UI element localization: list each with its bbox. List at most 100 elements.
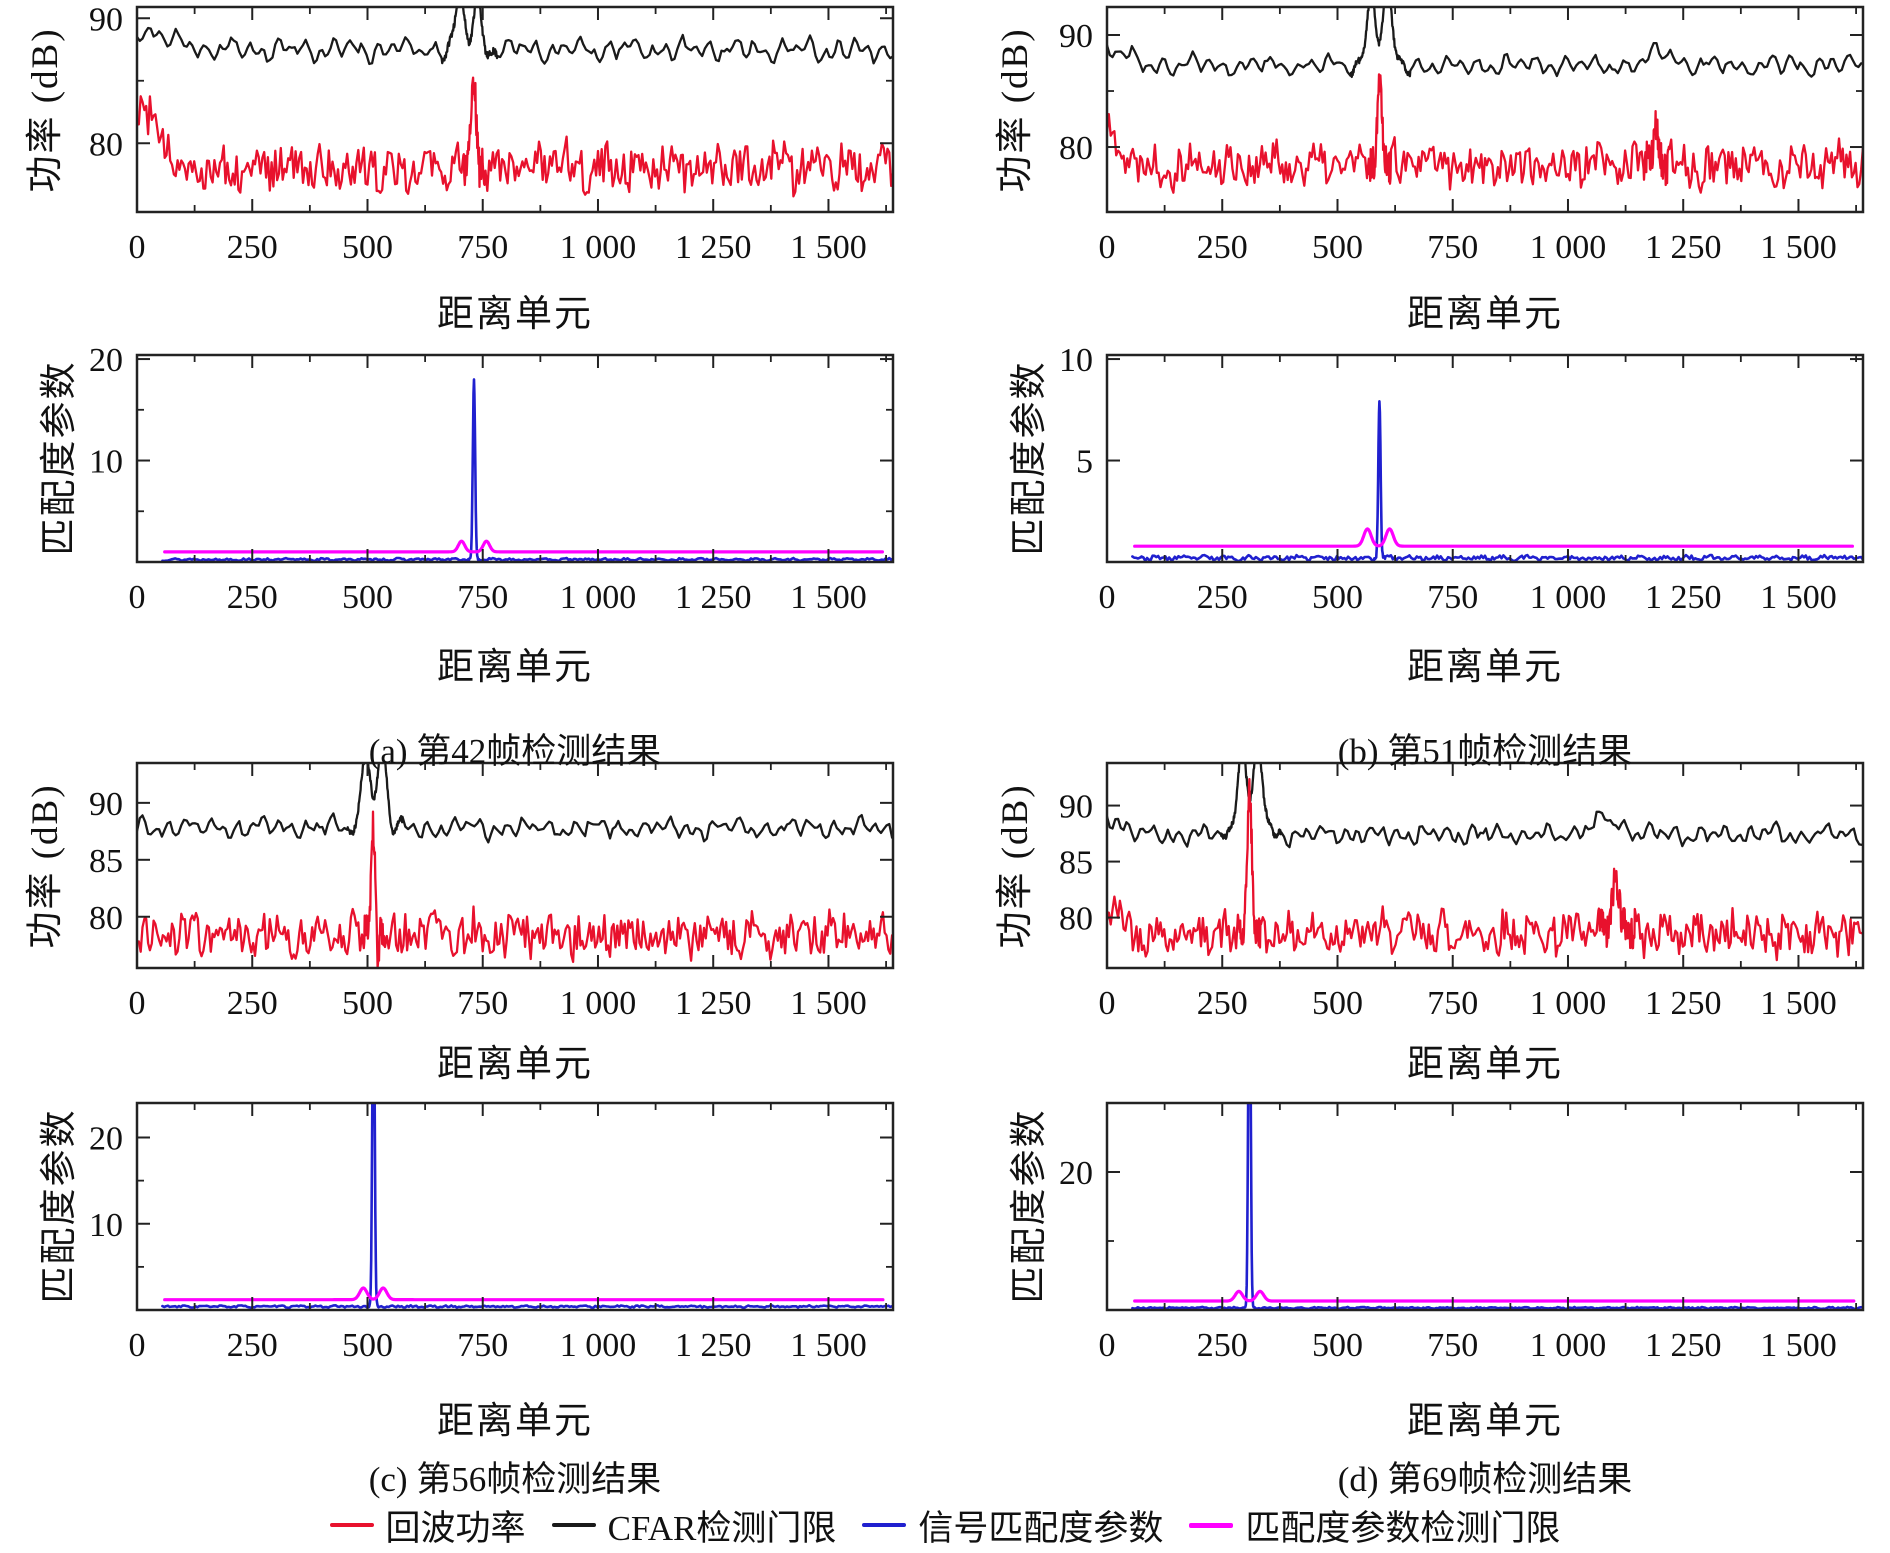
- svg-text:1 500: 1 500: [790, 229, 867, 266]
- svg-text:90: 90: [1059, 18, 1093, 55]
- svg-text:10: 10: [1059, 343, 1093, 379]
- panel-a-match-chart: 0 250 500 750 1 000 1 250 1 500 10 20: [0, 342, 905, 622]
- y-axis-label: 匹配度参数: [1009, 360, 1050, 556]
- svg-text:750: 750: [1427, 579, 1478, 616]
- cfar-threshold-line-swatch: [551, 1523, 596, 1527]
- svg-text:0: 0: [1099, 1327, 1116, 1364]
- svg-text:0: 0: [1099, 985, 1116, 1022]
- panel-d-match-chart: 0 250 500 750 1 000 1 250 1 500 20: [970, 1091, 1875, 1370]
- svg-text:1 000: 1 000: [560, 1327, 637, 1364]
- svg-text:1 000: 1 000: [560, 579, 637, 616]
- svg-text:1 000: 1 000: [560, 985, 637, 1022]
- svg-text:1 250: 1 250: [1645, 579, 1722, 616]
- x-axis-label: 距离单元: [437, 294, 593, 335]
- panel-a-power-chart: 0 250 500 750 1 000 1 250 1 500 80 90: [0, 0, 905, 272]
- svg-text:1 500: 1 500: [1760, 579, 1837, 616]
- svg-text:20: 20: [89, 1121, 123, 1158]
- x-axis-label: 距离单元: [1407, 1401, 1563, 1442]
- panel-c-power-chart: 0 250 500 750 1 000 1 250 1 500 80 85 90: [0, 751, 905, 1028]
- y-axis-label: 功率 (dB): [25, 27, 66, 193]
- svg-text:1 500: 1 500: [790, 1327, 867, 1364]
- svg-text:90: 90: [1059, 789, 1093, 826]
- svg-text:500: 500: [342, 229, 393, 266]
- svg-text:250: 250: [1197, 579, 1248, 616]
- svg-text:1 000: 1 000: [560, 229, 637, 266]
- panel-caption: (b) 第51帧检测结果: [1337, 732, 1633, 771]
- svg-text:750: 750: [457, 229, 508, 266]
- y-axis-label: 匹配度参数: [39, 1108, 80, 1304]
- svg-text:250: 250: [227, 1327, 278, 1364]
- svg-text:1 250: 1 250: [675, 1327, 752, 1364]
- svg-text:500: 500: [1312, 579, 1363, 616]
- svg-text:1 250: 1 250: [1645, 985, 1722, 1022]
- echo-power-line-swatch: [329, 1523, 374, 1527]
- svg-text:500: 500: [1312, 229, 1363, 266]
- svg-text:80: 80: [89, 900, 123, 937]
- svg-text:0: 0: [1099, 579, 1116, 616]
- svg-text:1 000: 1 000: [1530, 229, 1607, 266]
- svg-text:750: 750: [1427, 229, 1478, 266]
- svg-text:80: 80: [1059, 130, 1093, 167]
- panel-c-match-chart: 0 250 500 750 1 000 1 250 1 500 10 20: [0, 1091, 905, 1370]
- y-axis-label: 功率 (dB): [995, 27, 1036, 193]
- svg-text:85: 85: [1059, 845, 1093, 882]
- svg-text:500: 500: [1312, 985, 1363, 1022]
- svg-text:250: 250: [1197, 1327, 1248, 1364]
- svg-text:750: 750: [457, 985, 508, 1022]
- panel-b-power-chart: 0 250 500 750 1 000 1 250 1 500 80 90: [970, 0, 1875, 272]
- svg-text:1 250: 1 250: [1645, 229, 1722, 266]
- x-axis-label: 距离单元: [437, 647, 593, 688]
- svg-text:250: 250: [227, 579, 278, 616]
- svg-text:1 250: 1 250: [675, 229, 752, 266]
- svg-text:10: 10: [89, 444, 123, 481]
- y-axis-label: 匹配度参数: [39, 360, 80, 556]
- svg-text:250: 250: [227, 229, 278, 266]
- svg-text:85: 85: [89, 843, 123, 880]
- svg-text:10: 10: [89, 1207, 123, 1244]
- x-axis-label: 距离单元: [1407, 294, 1563, 335]
- svg-text:0: 0: [129, 229, 146, 266]
- panel-caption: (a) 第42帧检测结果: [368, 732, 662, 771]
- y-axis-label: 功率 (dB): [25, 783, 66, 949]
- svg-text:5: 5: [1076, 444, 1093, 481]
- signal-match-parameter-line-swatch: [862, 1523, 907, 1527]
- svg-text:500: 500: [1312, 1327, 1363, 1364]
- legend-item-signal-match-parameter: 信号匹配度参数: [862, 1500, 1163, 1551]
- svg-text:1 000: 1 000: [1530, 579, 1607, 616]
- y-axis-label: 功率 (dB): [995, 783, 1036, 949]
- legend-item-match-parameter-threshold: 匹配度参数检测门限: [1189, 1500, 1560, 1551]
- svg-text:500: 500: [342, 579, 393, 616]
- svg-text:90: 90: [89, 1, 123, 38]
- legend-item-echo-power: 回波功率: [329, 1500, 526, 1551]
- panel-d-power-chart: 0 250 500 750 1 000 1 250 1 500 80 85 90: [970, 751, 1875, 1028]
- svg-text:1 500: 1 500: [1760, 985, 1837, 1022]
- panel-caption: (c) 第56帧检测结果: [368, 1460, 662, 1499]
- x-axis-label: 距离单元: [1407, 1044, 1563, 1085]
- svg-text:500: 500: [342, 1327, 393, 1364]
- svg-text:250: 250: [1197, 229, 1248, 266]
- legend-label: CFAR检测门限: [607, 1508, 837, 1548]
- svg-text:20: 20: [1059, 1155, 1093, 1192]
- legend-label: 回波功率: [385, 1508, 526, 1548]
- svg-text:80: 80: [1059, 901, 1093, 938]
- svg-text:20: 20: [89, 343, 123, 379]
- svg-text:250: 250: [227, 985, 278, 1022]
- legend-label: 匹配度参数检测门限: [1245, 1508, 1561, 1548]
- legend: 回波功率 CFAR检测门限 信号匹配度参数 匹配度参数检测门限: [0, 1500, 1890, 1550]
- svg-text:1 000: 1 000: [1530, 1327, 1607, 1364]
- svg-text:750: 750: [457, 579, 508, 616]
- svg-text:750: 750: [1427, 985, 1478, 1022]
- svg-text:500: 500: [342, 985, 393, 1022]
- svg-text:1 500: 1 500: [790, 985, 867, 1022]
- legend-label: 信号匹配度参数: [918, 1508, 1164, 1548]
- panel-caption: (d) 第69帧检测结果: [1337, 1460, 1633, 1499]
- x-axis-label: 距离单元: [1407, 647, 1563, 688]
- svg-text:90: 90: [89, 786, 123, 823]
- svg-text:0: 0: [129, 985, 146, 1022]
- svg-text:0: 0: [129, 579, 146, 616]
- svg-text:0: 0: [1099, 229, 1116, 266]
- svg-text:1 000: 1 000: [1530, 985, 1607, 1022]
- svg-text:1 250: 1 250: [675, 985, 752, 1022]
- svg-text:0: 0: [129, 1327, 146, 1364]
